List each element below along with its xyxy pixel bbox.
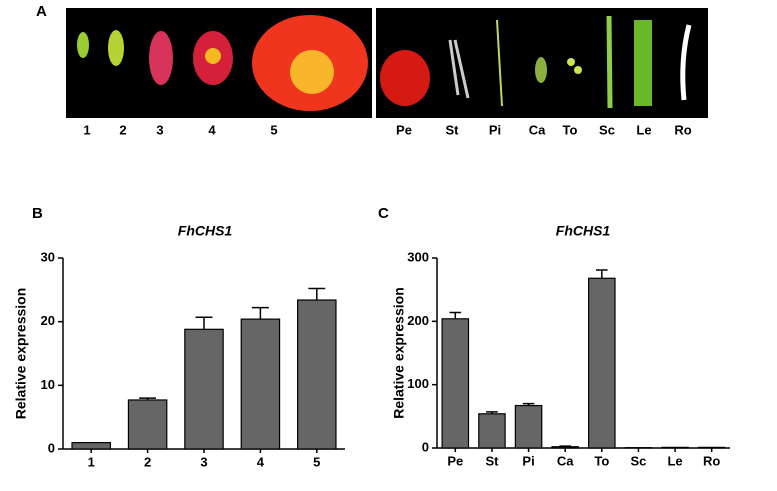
x-tick-label: 2 bbox=[144, 454, 151, 469]
panel-letter: C bbox=[378, 205, 389, 222]
tissue-label: Pi bbox=[489, 122, 501, 137]
stage-label: 2 bbox=[119, 122, 126, 137]
x-tick-label: To bbox=[594, 453, 609, 468]
stage-label: 3 bbox=[156, 122, 163, 137]
bar bbox=[72, 443, 110, 449]
photo-stages bbox=[66, 8, 372, 118]
bar bbox=[699, 447, 725, 448]
y-tick-label: 0 bbox=[422, 439, 429, 454]
bar bbox=[479, 414, 505, 448]
x-tick-label: 1 bbox=[88, 454, 95, 469]
photo-tissues bbox=[376, 8, 708, 118]
bar bbox=[442, 319, 468, 448]
tissue-label: Sc bbox=[599, 122, 615, 137]
x-tick-label: St bbox=[485, 453, 499, 468]
bar bbox=[241, 319, 279, 449]
x-tick-label: Ca bbox=[557, 453, 574, 468]
panel-letter: A bbox=[36, 3, 47, 20]
stage-label: 1 bbox=[83, 122, 90, 137]
bar bbox=[298, 300, 336, 449]
bar bbox=[552, 447, 578, 448]
stage-label: 5 bbox=[270, 122, 277, 137]
error-bar bbox=[252, 308, 269, 319]
x-tick-label: 4 bbox=[257, 454, 265, 469]
tissue-label: Ro bbox=[674, 122, 691, 137]
y-tick-label: 200 bbox=[407, 313, 429, 328]
tissue-label: Ca bbox=[529, 122, 546, 137]
x-tick-label: Ro bbox=[703, 453, 720, 468]
stage-label: 4 bbox=[208, 122, 216, 137]
y-axis-label: Relative expression bbox=[13, 288, 29, 420]
tissue-label: To bbox=[563, 122, 578, 137]
chart-title: FhCHS1 bbox=[178, 223, 233, 239]
bar bbox=[662, 447, 688, 448]
tissue-label: Pe bbox=[396, 122, 412, 137]
x-tick-label: 3 bbox=[200, 454, 207, 469]
tissue-label: Le bbox=[636, 122, 651, 137]
y-tick-label: 0 bbox=[48, 440, 55, 455]
bar bbox=[515, 406, 541, 448]
y-tick-label: 300 bbox=[407, 249, 429, 264]
x-tick-label: 5 bbox=[313, 454, 320, 469]
error-bar bbox=[196, 317, 213, 329]
y-tick-label: 10 bbox=[41, 377, 55, 392]
bar bbox=[185, 329, 223, 449]
tissue-label: St bbox=[446, 122, 460, 137]
x-tick-label: Pi bbox=[522, 453, 534, 468]
panel-letter: B bbox=[32, 205, 43, 222]
error-bar bbox=[596, 270, 608, 278]
error-bar bbox=[450, 312, 462, 318]
bar bbox=[589, 278, 615, 448]
error-bar bbox=[308, 289, 325, 300]
y-axis-label: Relative expression bbox=[391, 287, 407, 419]
x-tick-label: Sc bbox=[630, 453, 646, 468]
x-tick-label: Pe bbox=[447, 453, 463, 468]
y-tick-label: 20 bbox=[41, 313, 55, 328]
bar bbox=[128, 400, 166, 449]
y-tick-label: 30 bbox=[41, 249, 55, 264]
y-tick-label: 100 bbox=[407, 376, 429, 391]
x-tick-label: Le bbox=[667, 453, 682, 468]
chart-title: FhCHS1 bbox=[556, 223, 611, 239]
